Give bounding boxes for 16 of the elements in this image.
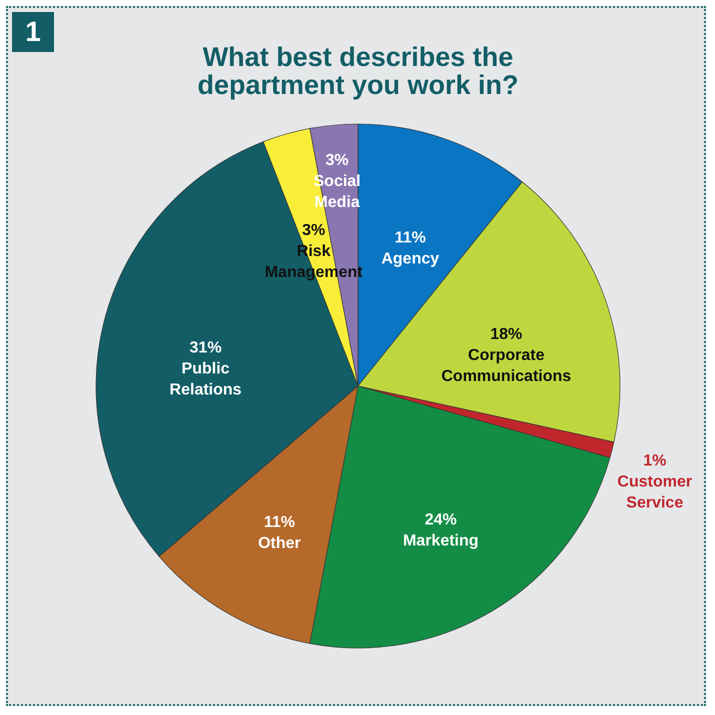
slice-label: Customer Service: [617, 474, 692, 512]
data-label: 31%: [190, 340, 222, 357]
slice-label: Corporate Communications: [441, 346, 572, 385]
slice-label: Other: [258, 535, 301, 552]
chart-title: What best describes the department you work in?: [197, 42, 519, 100]
slice-label: Marketing: [402, 532, 479, 550]
slice-label: Public Relations: [170, 360, 242, 399]
data-label: 1%: [643, 452, 666, 470]
data-label: 18%: [490, 326, 522, 343]
data-label: 11%: [394, 230, 426, 247]
data-label: 11%: [264, 514, 295, 532]
text: 1: [12, 12, 54, 52]
data-label: 24%: [424, 512, 457, 529]
data-label: 3%: [302, 222, 326, 240]
data-label: 3%: [325, 152, 349, 169]
slice-label: Agency: [381, 250, 440, 268]
